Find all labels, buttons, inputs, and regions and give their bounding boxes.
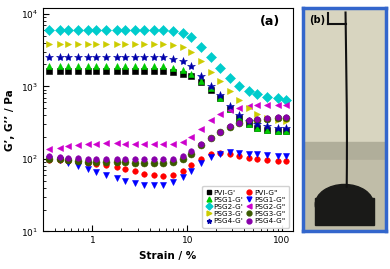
Bar — [303, 8, 386, 153]
Y-axis label: G’, G’’ / Pa: G’, G’’ / Pa — [5, 89, 15, 151]
Legend: PVI-G', PSG1-G', PSG2-G', PSG3-G', PSG4-G', PVI-G", PSG1-G", PSG2-G", PSG3-G", P: PVI-G', PSG1-G', PSG2-G', PSG3-G', PSG4-… — [202, 186, 289, 228]
Bar — [303, 142, 386, 164]
Bar — [303, 160, 386, 231]
Text: (b): (b) — [309, 15, 326, 25]
X-axis label: Strain / %: Strain / % — [139, 251, 197, 261]
Text: (a): (a) — [260, 15, 280, 28]
Bar — [315, 198, 374, 225]
Ellipse shape — [315, 185, 374, 225]
